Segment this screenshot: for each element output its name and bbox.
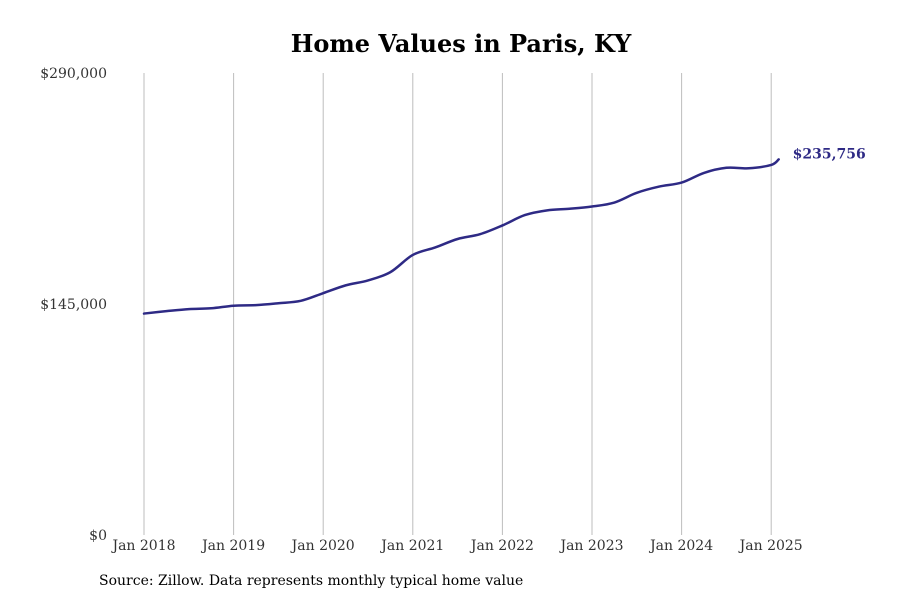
home-value-line — [142, 158, 780, 315]
x-tick-label: Jan 2022 — [469, 538, 534, 554]
x-tick-label: Jan 2018 — [110, 538, 175, 554]
y-tick-label: $0 — [89, 528, 107, 544]
y-tick-label: $145,000 — [40, 297, 107, 313]
y-tick-label: $290,000 — [40, 66, 107, 82]
latest-value-label: $235,756 — [793, 146, 866, 162]
y-axis-ticks: $0 $145,000 $290,000 — [40, 66, 107, 544]
x-tick-label: Jan 2023 — [558, 538, 623, 554]
x-axis-ticks: Jan 2018 Jan 2019 Jan 2020 Jan 2021 Jan 2022… — [110, 538, 802, 554]
x-tick-label: Jan 2021 — [379, 538, 444, 554]
x-tick-label: Jan 2020 — [290, 538, 355, 554]
x-tick-label: Jan 2025 — [738, 538, 803, 554]
chart-title: Home Values in Paris, KY — [291, 29, 632, 58]
x-tick-label: Jan 2024 — [648, 538, 713, 554]
source-note: Source: Zillow. Data represents monthly … — [99, 573, 524, 589]
grid-lines — [143, 73, 772, 535]
x-tick-label: Jan 2019 — [200, 538, 265, 554]
